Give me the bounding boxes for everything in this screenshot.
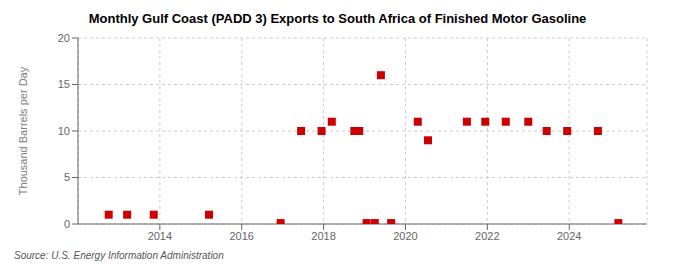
svg-text:2020: 2020 [393,230,417,242]
svg-text:10: 10 [58,125,70,137]
svg-text:2024: 2024 [557,230,581,242]
svg-text:2018: 2018 [311,230,335,242]
svg-text:20: 20 [58,32,70,44]
svg-text:0: 0 [64,218,70,230]
svg-text:Thousand Barrels per Day: Thousand Barrels per Day [17,66,29,195]
svg-text:2016: 2016 [229,230,253,242]
svg-text:5: 5 [64,171,70,183]
svg-text:2022: 2022 [475,230,499,242]
svg-text:2014: 2014 [148,230,172,242]
html-text:Monthly Gulf Coast (PADD 3) Ex: Monthly Gulf Coast (PADD 3) Exports to S… [88,11,587,26]
html-text:Source: U.S. Energy Informatio: Source: U.S. Energy Information Administ… [14,250,224,261]
svg-text:15: 15 [58,78,70,90]
